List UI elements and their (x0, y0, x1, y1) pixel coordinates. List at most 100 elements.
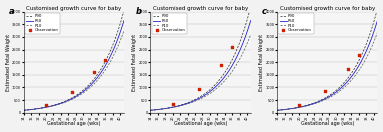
P90 (149, 109, 153, 111)
P50 (275, 110, 280, 111)
P50 (335, 91, 339, 92)
P10 (239, 55, 244, 57)
P10 (232, 66, 237, 68)
P50 (83, 89, 87, 91)
P10 (21, 110, 26, 111)
P90 (239, 37, 244, 39)
Observation (102, 59, 108, 61)
P90 (83, 88, 87, 89)
P90 (81, 89, 86, 91)
Y-axis label: Estimated Fetal Weight: Estimated Fetal Weight (132, 34, 137, 91)
P90 (232, 53, 237, 55)
P90 (336, 88, 341, 89)
Line: P90: P90 (24, 10, 124, 110)
P50 (22, 109, 26, 111)
P90 (335, 89, 339, 91)
P50 (359, 60, 364, 61)
P10 (81, 92, 86, 94)
P50 (81, 91, 85, 93)
Observation (296, 104, 303, 106)
P10 (148, 110, 153, 111)
P50 (106, 60, 111, 61)
P90 (106, 55, 111, 56)
Observation (356, 54, 362, 56)
P50 (210, 89, 214, 91)
Observation (170, 103, 176, 105)
Title: Customised growth curve for baby: Customised growth curve for baby (26, 6, 121, 11)
P90 (22, 109, 26, 111)
Line: P50: P50 (151, 21, 251, 110)
Observation (91, 71, 97, 73)
Line: P10: P10 (151, 34, 251, 110)
P10 (122, 30, 126, 31)
P50 (148, 110, 153, 111)
P10 (335, 92, 339, 94)
Title: Customised growth curve for baby: Customised growth curve for baby (280, 6, 375, 11)
P10 (366, 54, 370, 56)
P50 (232, 60, 237, 61)
X-axis label: Gestational age (wks): Gestational age (wks) (301, 121, 354, 126)
P90 (375, 8, 380, 9)
P90 (210, 87, 214, 89)
Line: P10: P10 (24, 31, 124, 110)
P50 (149, 109, 153, 111)
P10 (83, 91, 87, 92)
P50 (275, 109, 280, 111)
Legend: P90, P50, P10, Observation: P90, P50, P10, Observation (25, 13, 60, 34)
P90 (148, 110, 153, 111)
P90 (21, 110, 26, 111)
Observation (229, 46, 235, 48)
P50 (122, 20, 126, 21)
P10 (336, 91, 341, 93)
P10 (112, 53, 117, 54)
P10 (375, 32, 380, 33)
Text: b: b (136, 7, 141, 16)
P50 (112, 46, 117, 48)
Text: a: a (9, 7, 14, 16)
Line: P90: P90 (277, 9, 377, 110)
P90 (112, 40, 117, 41)
Line: P50: P50 (277, 21, 377, 110)
P50 (239, 46, 244, 48)
Observation (196, 88, 202, 90)
P50 (375, 20, 380, 21)
P90 (366, 39, 370, 40)
Title: Customised growth curve for baby: Customised growth curve for baby (153, 6, 248, 11)
P90 (208, 89, 213, 90)
P10 (81, 92, 85, 94)
X-axis label: Gestational age (wks): Gestational age (wks) (47, 121, 100, 126)
P50 (21, 110, 26, 111)
P50 (208, 91, 213, 92)
P10 (149, 109, 153, 111)
Line: P50: P50 (24, 21, 124, 110)
P10 (334, 93, 339, 94)
P50 (81, 91, 86, 92)
P90 (275, 109, 280, 111)
P90 (275, 110, 280, 111)
P10 (208, 93, 213, 94)
X-axis label: Gestational age (wks): Gestational age (wks) (174, 121, 227, 126)
P50 (208, 91, 212, 93)
P10 (275, 109, 280, 111)
Observation (322, 89, 329, 92)
P10 (249, 34, 253, 35)
P50 (249, 20, 253, 21)
Y-axis label: Estimated Fetal Weight: Estimated Fetal Weight (6, 34, 11, 91)
Observation (345, 67, 351, 70)
P50 (336, 89, 341, 91)
P10 (208, 93, 212, 94)
P90 (208, 89, 212, 91)
P10 (210, 91, 214, 93)
P90 (334, 89, 339, 91)
Observation (69, 91, 75, 93)
P90 (122, 10, 126, 11)
P50 (366, 46, 370, 48)
Legend: P90, P50, P10, Observation: P90, P50, P10, Observation (152, 13, 187, 34)
Observation (218, 64, 224, 66)
Line: P90: P90 (151, 7, 251, 110)
P10 (22, 109, 26, 111)
P90 (249, 6, 253, 7)
P10 (106, 65, 111, 66)
P90 (359, 54, 364, 56)
P50 (334, 91, 339, 93)
